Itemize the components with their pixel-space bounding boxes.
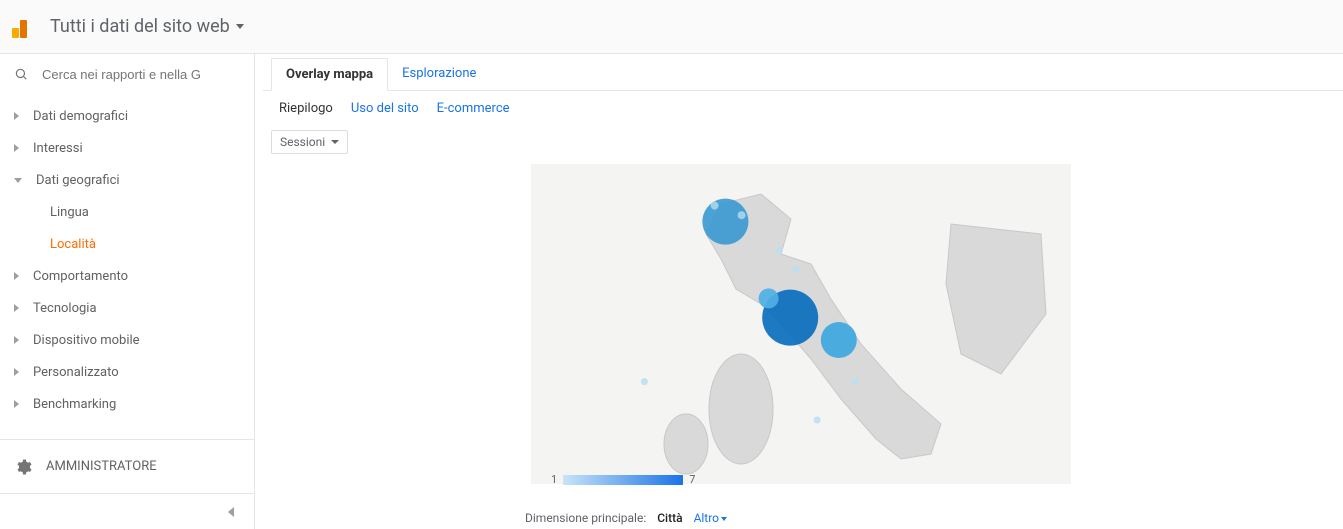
caret-down-icon — [236, 24, 244, 29]
sidebar: Dati demografici Interessi Dati geografi… — [0, 54, 255, 529]
sidebar-item-label: Dati demografici — [33, 109, 128, 124]
dimension-row: Dimensione principale: Città Altro — [525, 511, 727, 525]
geo-map: 1 7 — [271, 164, 1331, 504]
sidebar-subitem-language[interactable]: Lingua — [0, 196, 254, 228]
sidebar-subitem-location[interactable]: Località — [0, 228, 254, 260]
map-legend: 1 7 — [551, 473, 695, 486]
map-bubble[interactable] — [821, 322, 857, 358]
sidebar-item-label: Dispositivo mobile — [33, 333, 140, 348]
sidebar-subitem-label: Località — [50, 237, 96, 252]
chevron-right-icon — [14, 368, 19, 376]
map-bubble[interactable] — [759, 288, 779, 308]
metric-selector[interactable]: Sessioni — [271, 130, 348, 154]
chevron-right-icon — [14, 336, 19, 344]
chevron-down-icon — [14, 178, 22, 183]
sub-tabs: Riepilogo Uso del sito E-commerce — [263, 91, 1343, 126]
map-bubble[interactable] — [738, 211, 746, 219]
sidebar-item-label: Tecnologia — [33, 301, 97, 316]
main-panel: Overlay mappa Esplorazione Riepilogo Uso… — [255, 54, 1343, 529]
sidebar-item-benchmarking[interactable]: Benchmarking — [0, 388, 254, 420]
dimension-label: Dimensione principale: — [525, 511, 646, 525]
caret-down-icon — [721, 517, 727, 521]
legend-min: 1 — [551, 473, 557, 486]
sidebar-item-interests[interactable]: Interessi — [0, 132, 254, 164]
header: Tutti i dati del sito web — [0, 0, 1343, 54]
map-bubble[interactable] — [641, 378, 648, 385]
subtab-summary[interactable]: Riepilogo — [279, 101, 333, 116]
sidebar-subitem-label: Lingua — [50, 205, 89, 220]
map-bubble[interactable] — [852, 378, 859, 385]
sidebar-item-custom[interactable]: Personalizzato — [0, 356, 254, 388]
view-title-text: Tutti i dati del sito web — [50, 16, 230, 37]
dimension-other[interactable]: Altro — [694, 511, 727, 525]
admin-label: AMMINISTRATORE — [46, 459, 157, 474]
subtab-ecommerce[interactable]: E-commerce — [437, 101, 510, 116]
tab-label: Esplorazione — [402, 66, 476, 81]
sidebar-item-label: Interessi — [33, 141, 83, 156]
analytics-logo-icon — [12, 16, 34, 38]
sidebar-nav: Dati demografici Interessi Dati geografi… — [0, 94, 254, 439]
sidebar-item-technology[interactable]: Tecnologia — [0, 292, 254, 324]
sidebar-item-label: Dati geografici — [36, 173, 120, 188]
tab-exploration[interactable]: Esplorazione — [388, 58, 490, 90]
sidebar-admin[interactable]: AMMINISTRATORE — [0, 439, 254, 493]
sidebar-collapse-button[interactable] — [0, 493, 254, 529]
sidebar-item-behavior[interactable]: Comportamento — [0, 260, 254, 292]
chevron-right-icon — [14, 272, 19, 280]
chevron-right-icon — [14, 144, 19, 152]
sidebar-item-mobile[interactable]: Dispositivo mobile — [0, 324, 254, 356]
caret-down-icon — [331, 140, 339, 144]
map-bubble[interactable] — [792, 266, 799, 273]
sidebar-item-demographics[interactable]: Dati demografici — [0, 100, 254, 132]
map-bubble[interactable] — [702, 199, 748, 245]
legend-max: 7 — [689, 473, 695, 486]
chevron-right-icon — [14, 400, 19, 408]
view-switcher[interactable]: Tutti i dati del sito web — [50, 16, 244, 37]
subtab-site-usage[interactable]: Uso del sito — [351, 101, 419, 116]
metric-selector-label: Sessioni — [280, 135, 325, 149]
sidebar-item-geo[interactable]: Dati geografici — [0, 164, 254, 196]
search-input[interactable] — [42, 67, 240, 82]
search-icon — [14, 66, 28, 82]
map-bubble[interactable] — [776, 247, 783, 254]
tab-overlay-map[interactable]: Overlay mappa — [271, 58, 388, 91]
chevron-right-icon — [14, 112, 19, 120]
sidebar-item-label: Comportamento — [33, 269, 128, 284]
sidebar-item-label: Benchmarking — [33, 397, 116, 412]
tab-label: Overlay mappa — [286, 67, 373, 82]
chevron-right-icon — [14, 304, 19, 312]
legend-gradient — [563, 475, 683, 485]
map-bubble[interactable] — [814, 417, 821, 424]
dimension-active[interactable]: Città — [657, 511, 682, 525]
main-tabs: Overlay mappa Esplorazione — [263, 58, 1343, 91]
map-bubble[interactable] — [711, 202, 719, 210]
geo-map-svg — [531, 164, 1071, 484]
chevron-left-icon — [228, 507, 234, 517]
sidebar-item-label: Personalizzato — [33, 365, 119, 380]
sidebar-search[interactable] — [0, 54, 254, 94]
gear-icon — [14, 458, 32, 476]
